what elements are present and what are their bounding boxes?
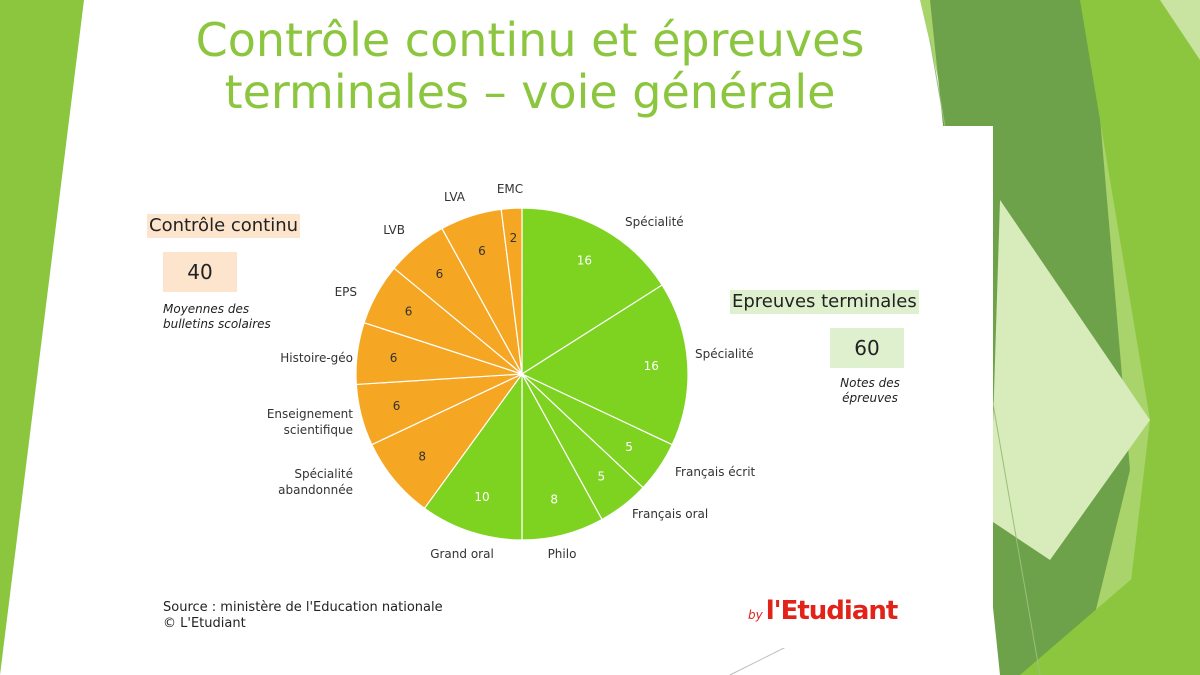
pie-slice: [500, 207, 523, 375]
epreuves-terminales-note: Notes des épreuves: [830, 376, 910, 406]
controle-continu-title: Contrôle continu: [147, 214, 301, 238]
pie-chart: 16 Spécialité 16 Spécialité 5 Français écrit 5…: [267, 182, 756, 561]
data-label: 6: [405, 305, 413, 319]
category-label: Français oral: [632, 507, 708, 521]
controle-continu-note: Moyennes des bulletins scolaires: [163, 302, 303, 332]
title-line1: Contrôle continu et épreuves: [195, 13, 865, 67]
category-label: Spécialité abandonnée: [278, 467, 353, 497]
category-label: Spécialité: [625, 215, 684, 229]
right-corner-shape: [1160, 0, 1200, 60]
source-text: Source : ministère de l'Education nation…: [163, 600, 443, 632]
epreuves-note-line1: Notes des: [840, 376, 900, 390]
category-label: Français écrit: [675, 465, 756, 479]
data-label: 5: [598, 469, 606, 483]
controle-continu-total: 40: [163, 252, 237, 292]
right-pale-shape: [990, 200, 1150, 560]
controle-note-line2: bulletins scolaires: [163, 317, 271, 331]
logo-by: by: [748, 608, 763, 622]
category-label: LVA: [444, 190, 466, 204]
title-line2: terminales – voie générale: [224, 65, 836, 119]
data-label: 6: [390, 351, 398, 365]
category-label: EMC: [497, 182, 523, 196]
pie-slice: [521, 207, 663, 376]
left-green-triangle: [0, 0, 84, 675]
data-label: 6: [478, 244, 486, 258]
page-title: Contrôle continu et épreuves terminales …: [130, 14, 930, 118]
data-label: 10: [474, 490, 489, 504]
category-label: Enseignement scientifique: [267, 407, 353, 437]
category-label: Grand oral: [430, 547, 494, 561]
data-label: 5: [625, 440, 633, 454]
category-label: EPS: [335, 285, 357, 299]
data-label: 6: [436, 267, 444, 281]
data-label: 8: [550, 492, 558, 506]
source-line2: © L'Etudiant: [163, 616, 246, 631]
chart-panel: 16 Spécialité 16 Spécialité 5 Français écrit 5…: [135, 126, 993, 648]
category-label: LVB: [383, 223, 405, 237]
right-bottom-shape: [1020, 520, 1200, 675]
epreuves-note-line2: épreuves: [842, 391, 898, 405]
letudiant-logo: by l'Etudiant: [748, 596, 899, 626]
pie-slice: [520, 284, 689, 446]
source-line1: Source : ministère de l'Education nation…: [163, 600, 443, 615]
data-label: 2: [510, 231, 518, 245]
category-label: Spécialité: [695, 347, 754, 361]
pie-slice: [423, 372, 523, 541]
category-label: Histoire-géo: [280, 351, 353, 365]
logo-name: l'Etudiant: [765, 596, 899, 626]
data-label: 8: [418, 450, 426, 464]
epreuves-terminales-title: Epreuves terminales: [730, 290, 919, 314]
right-mid-shape: [1080, 0, 1200, 675]
data-label: 6: [393, 399, 401, 413]
controle-note-line1: Moyennes des: [163, 302, 250, 316]
data-label: 16: [644, 359, 659, 373]
category-label: Philo: [548, 547, 577, 561]
data-label: 16: [577, 254, 592, 268]
epreuves-terminales-total: 60: [830, 328, 904, 368]
